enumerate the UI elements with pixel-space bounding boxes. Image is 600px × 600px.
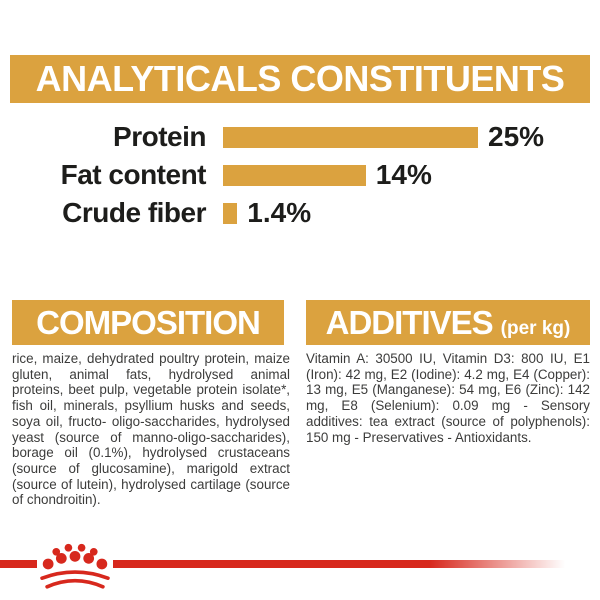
- bar-chart: Protein 25% Fat content 14% Crude fiber 1.4%: [10, 118, 590, 232]
- bar: [223, 164, 366, 186]
- footer-rule-left: [0, 560, 37, 568]
- chart-row: Crude fiber 1.4%: [10, 194, 590, 232]
- additives-unit-label: (per kg): [500, 318, 571, 339]
- bar: [223, 202, 238, 224]
- footer-rule-right: [113, 560, 565, 568]
- chart-row: Fat content 14%: [10, 156, 590, 194]
- bar-label: Crude fiber: [62, 197, 206, 228]
- analytical-constituents-banner: ANALYTICALS CONSTITUENTS: [10, 55, 590, 103]
- bar-value: 1.4%: [247, 197, 312, 228]
- composition-title: COMPOSITION: [36, 303, 261, 341]
- bar-value: 14%: [375, 159, 432, 190]
- bar: [223, 126, 478, 148]
- chart-row: Protein 25%: [10, 118, 590, 156]
- royal-canin-crown-logo: [40, 543, 110, 589]
- additives-banner: ADDITIVES (per kg): [306, 300, 590, 345]
- bar-label: Fat content: [60, 159, 207, 190]
- bar-value: 25%: [488, 121, 545, 152]
- crown-arcs: [40, 570, 110, 589]
- crown-dots: [42, 543, 108, 570]
- bar-label: Protein: [113, 121, 206, 152]
- composition-banner: COMPOSITION: [12, 300, 284, 345]
- additives-text: Vitamin A: 30500 IU, Vitamin D3: 800 IU,…: [306, 351, 590, 445]
- analytical-constituents-title: ANALYTICALS CONSTITUENTS: [35, 58, 565, 99]
- composition-text: rice, maize, dehydrated poultry protein,…: [12, 351, 290, 508]
- additives-title: ADDITIVES: [325, 304, 494, 341]
